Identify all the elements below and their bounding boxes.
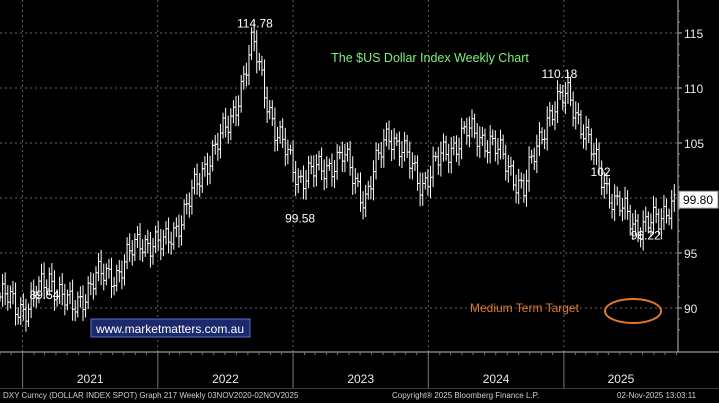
target-label: Medium Term Target xyxy=(470,301,580,315)
label-level-102: 102 xyxy=(591,165,611,179)
footer-copyright: Copyright® 2025 Bloomberg Finance L.P. xyxy=(392,391,540,400)
y-tick-label: 90 xyxy=(684,302,698,316)
chart-title: The $US Dollar Index Weekly Chart xyxy=(331,51,529,65)
x-tick-label: 2021 xyxy=(77,372,104,386)
watermark-box xyxy=(90,318,251,338)
last-price-label: 99.80 xyxy=(683,193,713,207)
x-tick-label: 2025 xyxy=(608,372,635,386)
footer-security-info: DXY Curncy (DOLLAR INDEX SPOT) Graph 217… xyxy=(3,391,299,400)
footer-timestamp: 02-Nov-2025 13:03:11 xyxy=(617,391,697,400)
x-tick-label: 2023 xyxy=(347,372,374,386)
label-high-2022: 114.78 xyxy=(237,16,273,30)
y-tick-label: 115 xyxy=(684,27,703,41)
label-low-2023: 99.58 xyxy=(285,212,315,226)
x-tick-label: 2024 xyxy=(483,372,510,386)
last-price-box xyxy=(678,190,719,209)
x-tick-label: 2022 xyxy=(212,372,239,386)
y-tick-label: 110 xyxy=(684,82,703,96)
y-tick-label: 95 xyxy=(684,247,698,261)
watermark: www.marketmatters.com.au xyxy=(90,318,251,338)
footer-bar: DXY Curncy (DOLLAR INDEX SPOT) Graph 217… xyxy=(0,388,719,403)
label-high-2024: 110.18 xyxy=(542,67,578,81)
y-tick-label: 105 xyxy=(684,137,704,151)
label-low-2025: 96.22 xyxy=(631,229,661,243)
target-ellipse xyxy=(604,298,662,324)
label-low-2021: 89.54 xyxy=(29,288,59,302)
watermark-text: www.marketmatters.com.au xyxy=(95,322,244,336)
